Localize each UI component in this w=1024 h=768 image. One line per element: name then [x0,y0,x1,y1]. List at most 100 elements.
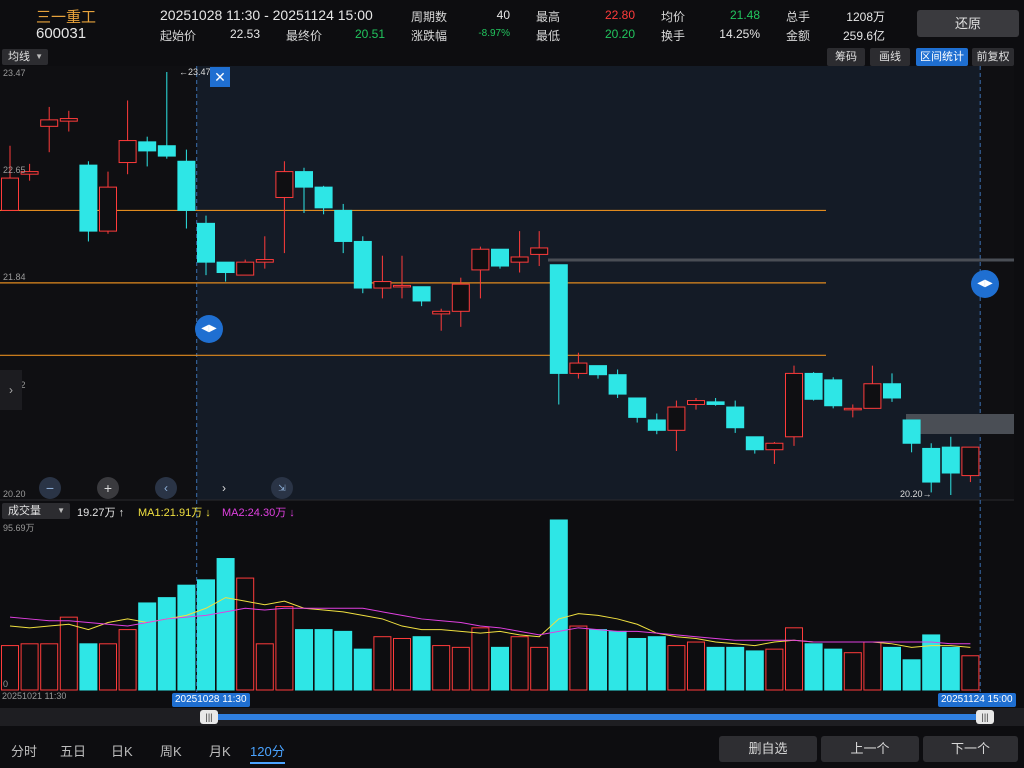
candle-body [275,171,294,198]
ma-select[interactable]: 均线 ▼ [2,49,48,65]
candle-body [589,365,607,376]
high-label: 最高 [536,10,561,24]
scroll-left-icon[interactable]: ‹ [155,477,177,499]
previous-stock-button[interactable]: 上一个 [821,736,919,762]
horizontal-lines [0,209,1014,434]
low-label: 最低 [536,29,561,43]
volume-bar [275,606,294,691]
candle-body [941,446,960,474]
chips-button[interactable]: 筹码 [827,48,865,66]
volume-current: 19.27万 ↑ [77,504,124,520]
max-price-marker: ←23.47 [179,67,211,77]
volume-bar [902,659,921,691]
volume-bar [451,646,470,691]
ma-select-label: 均线 [8,51,30,63]
left-edge-arrow-icon[interactable]: › [0,370,22,410]
periods-label: 周期数 [411,10,448,24]
volume-axis-zero: 0 [3,679,9,689]
tab-intraday[interactable]: 分时 [11,744,38,759]
candle-body [569,362,588,374]
volume-bar [549,519,568,691]
start-price-label: 起始价 [160,29,197,43]
down-arrow-icon: ↓ [286,507,295,519]
tab-weekly-k[interactable]: 周K [160,744,182,759]
candle-body [353,240,372,289]
volume-bar [197,579,215,691]
range-scrollbar-fill [208,714,986,720]
end-price: 20.51 [354,27,385,41]
volume-bar [295,629,313,691]
candle-body [687,400,705,405]
down-arrow-icon: ↓ [202,507,211,519]
volume-ma2-value: MA2:24.30万 [222,507,287,519]
remove-watchlist-button[interactable]: 删自选 [719,736,817,762]
volume-bar [59,616,78,691]
zoom-out-icon[interactable]: − [39,477,61,499]
total-hand-value: 1208万 [846,10,885,24]
volume-bar [667,645,686,691]
volume-bar [40,643,59,691]
candles-group [1,72,980,495]
volume-bar [647,636,666,691]
volume-axis-top: 95.69万 [3,523,35,533]
left-drag-handle-icon[interactable]: ◀▶ [195,315,223,343]
candle-body [804,372,823,400]
next-stock-button[interactable]: 下一个 [923,736,1018,762]
tab-five-day[interactable]: 五日 [60,744,87,759]
tab-monthly-k[interactable]: 月K [209,744,231,759]
candle-body [216,261,235,274]
candle-body [883,383,901,399]
volume-bar [216,558,235,691]
range-left-grip-icon[interactable]: ||| [200,710,218,724]
candle-body [843,407,862,411]
candle-body [471,248,490,271]
total-hand-label: 总手 [786,10,811,24]
right-drag-handle-icon[interactable]: ◀▶ [971,270,999,298]
volume-bar [824,648,843,691]
volume-bar [804,643,823,691]
volume-bars-group [1,519,980,691]
tab-120-minute[interactable]: 120分 [250,741,285,764]
change-label: 涨跌幅 [411,29,448,43]
close-selection-icon[interactable]: ✕ [210,67,230,87]
amount-value: 259.6亿 [842,29,885,43]
candle-body [647,419,666,431]
reset-zoom-icon[interactable]: ⇲ [271,477,293,499]
candle-body [530,247,549,255]
candle-body [99,186,117,232]
volume-indicator-select[interactable]: 成交量 ▼ [2,503,70,519]
zoom-in-icon[interactable]: + [97,477,119,499]
selection-start-date: 20251028 11:30 [172,693,250,707]
candle-body [236,261,255,276]
volume-bar [726,646,745,691]
restore-button[interactable]: 还原 [917,10,1019,37]
candle-body [1,177,19,211]
volume-bar [1,645,19,691]
volume-bar [79,643,98,691]
caret-down-icon: ▼ [57,506,65,515]
candle-body [922,447,941,483]
candle-body [726,406,745,429]
scroll-right-icon[interactable]: › [222,481,226,495]
forward-adjust-button[interactable]: 前复权 [972,48,1014,66]
volume-bar [255,643,274,691]
stock-name[interactable]: 三一重工 [36,9,97,26]
volume-bar [314,629,333,691]
candle-body [177,160,196,211]
timeline-left-date: 20251021 11:30 [2,691,67,701]
range-right-grip-icon[interactable]: ||| [976,710,994,724]
volume-bar [961,655,980,691]
ma-lines-group [9,597,971,648]
interval-stats-button[interactable]: 区间统计 [916,48,968,66]
draw-line-button[interactable]: 画线 [870,48,910,66]
candle-body [785,372,803,438]
candle-body [745,436,764,451]
tab-daily-k[interactable]: 日K [111,744,133,759]
volume-bar [118,629,137,691]
volume-bar [530,646,549,691]
candle-body [432,310,451,315]
volume-bar [706,646,725,691]
volume-bar [236,577,255,691]
volume-bar [569,625,588,691]
